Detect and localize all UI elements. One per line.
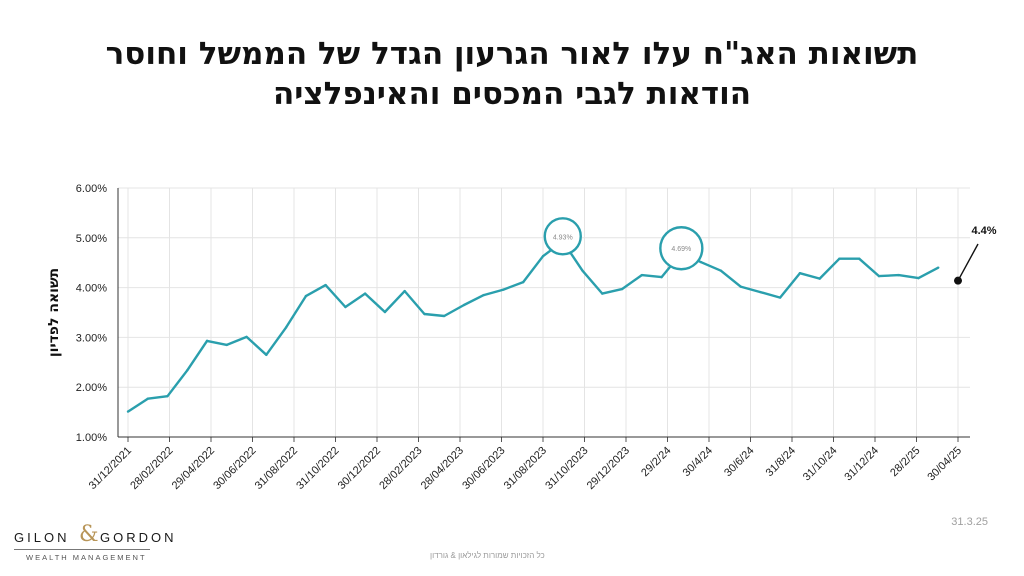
data-point: [937, 266, 940, 269]
y-tick-label: 5.00%: [76, 233, 107, 245]
data-point: [403, 289, 406, 293]
data-point: [284, 326, 288, 329]
callout-label: 4.69%: [671, 246, 691, 253]
data-point: [897, 273, 900, 277]
x-tick-label: 30/12/2022: [336, 445, 383, 492]
data-point: [640, 273, 644, 277]
data-point: [778, 296, 782, 299]
x-tick-label: 31/10/2023: [543, 445, 590, 492]
data-point: [601, 292, 604, 295]
data-point: [482, 293, 485, 297]
x-tick-label: 31/10/2022: [294, 445, 341, 492]
y-tick-label: 3.00%: [76, 332, 107, 344]
end-leader-line: [957, 243, 979, 282]
y-tick-label: 1.00%: [76, 432, 107, 444]
end-value-label: 4.4%: [971, 225, 996, 237]
data-point: [205, 339, 209, 343]
callout-circle: [543, 217, 582, 256]
callout-label: 4.93%: [553, 234, 573, 241]
x-tick-label: 31/12/24: [842, 445, 881, 484]
x-tick-label: 30/06/2023: [460, 445, 507, 492]
data-point: [304, 294, 308, 298]
data-point: [186, 369, 189, 372]
data-point: [442, 314, 446, 318]
data-point: [126, 410, 130, 413]
data-point: [541, 255, 545, 258]
x-tick-label: 29/2/24: [639, 445, 673, 479]
data-point: [857, 257, 861, 260]
x-tick-label: 28/2/25: [888, 445, 922, 479]
data-point: [917, 276, 920, 280]
data-point: [146, 397, 149, 400]
x-tick-label: 31/08/2023: [502, 445, 549, 492]
title-line-2: הודאות לגבי המכסים והאינפלציה: [272, 76, 752, 112]
data-point: [620, 287, 624, 291]
x-tick-label: 30/6/24: [722, 445, 756, 479]
logo-ampersand: &: [79, 522, 99, 547]
data-point: [877, 274, 881, 278]
logo-word-gilon: GILON: [14, 530, 70, 545]
data-point: [363, 292, 367, 295]
logo-subtitle: WEALTH MANAGEMENT: [26, 553, 147, 562]
x-tick-label: 28/04/2023: [419, 445, 466, 492]
logo-word-gordon: GORDON: [100, 530, 177, 545]
data-point: [581, 269, 584, 272]
data-point: [719, 269, 723, 272]
y-tick-label: 2.00%: [76, 382, 107, 394]
data-point: [660, 275, 663, 279]
y-tick-label: 4.00%: [76, 283, 107, 295]
y-axis-label: תשואה לפדיון: [46, 268, 62, 357]
data-point: [838, 257, 841, 260]
series-line: [127, 240, 939, 413]
callout-circle: [659, 226, 704, 271]
data-point: [324, 283, 327, 287]
x-tick-label: 31/12/2021: [87, 445, 134, 492]
x-tick-label: 28/02/2023: [377, 445, 424, 492]
x-tick-label: 29/04/2022: [170, 445, 217, 492]
data-point: [225, 343, 229, 347]
x-tick-label: 30/4/24: [681, 445, 715, 479]
x-tick-label: 31/10/24: [801, 445, 840, 484]
date-label: 31.3.25: [951, 516, 988, 528]
y-tick-label: 6.00%: [76, 183, 107, 195]
logo-divider: [14, 549, 150, 550]
data-point: [522, 280, 525, 284]
data-point: [265, 353, 268, 357]
x-tick-label: 29/12/2023: [585, 445, 632, 492]
x-tick-label: 30/04/25: [925, 445, 964, 484]
title-line-1: תשואות האג"ח עלו לאור הגרעון הגדל של הממ…: [105, 36, 919, 72]
data-point: [245, 335, 248, 339]
data-point: [166, 394, 169, 398]
data-point: [699, 261, 703, 264]
data-point: [344, 305, 347, 309]
x-tick-label: 30/06/2022: [211, 445, 258, 492]
x-tick-label: 31/08/2022: [253, 445, 300, 492]
x-tick-label: 28/02/2022: [128, 445, 175, 492]
company-logo: GILON & GORDON WEALTH MANAGEMENT: [14, 522, 174, 568]
data-point: [759, 290, 762, 294]
data-point: [502, 288, 505, 291]
data-point: [423, 312, 426, 316]
data-point: [818, 277, 821, 280]
data-point: [739, 285, 742, 288]
x-tick-label: 31/8/24: [764, 445, 798, 479]
footer-copyright: כל הזכויות שמורות לגילאון & גורדון: [430, 551, 545, 560]
data-point: [383, 310, 387, 314]
chart-title: תשואות האג"ח עלו לאור הגרעון הגדל של הממ…: [40, 34, 984, 114]
data-point: [798, 271, 802, 275]
data-point: [462, 303, 466, 307]
